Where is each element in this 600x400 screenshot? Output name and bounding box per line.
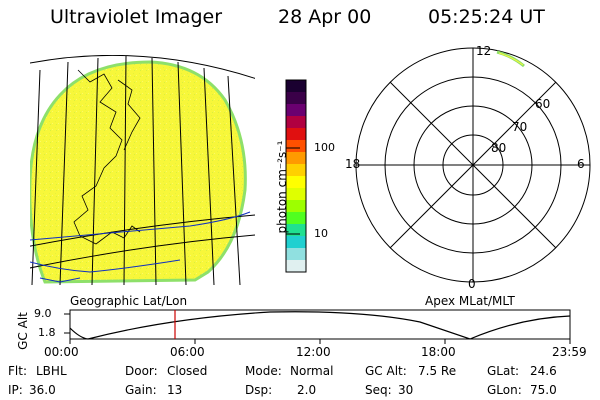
- altitude-y-tick-high: 9.0: [34, 307, 52, 320]
- ip-value: 36.0: [29, 383, 56, 397]
- dsp-value: 2.0: [297, 383, 317, 397]
- colorbar-segment: [286, 260, 306, 273]
- colorbar-segment: [286, 104, 306, 117]
- colorbar-segment: [286, 128, 306, 141]
- mlt-label-6: 6: [577, 157, 585, 171]
- coastline-blue: [30, 211, 251, 283]
- gain-value: 13: [167, 383, 183, 397]
- glat-label: GLat:: [487, 364, 520, 378]
- time-tick-0000: 00:00: [44, 345, 79, 359]
- geo-panel-caption: Geographic Lat/Lon: [70, 294, 188, 308]
- observation-date: 28 Apr 00: [278, 6, 372, 28]
- colorbar-segment: [286, 80, 306, 93]
- time-tick-1200: 12:00: [296, 345, 331, 359]
- ip-label: IP:: [8, 383, 23, 397]
- gain-label: Gain:: [125, 383, 157, 397]
- coastline: [73, 69, 141, 245]
- instrument-title: Ultraviolet Imager: [50, 6, 223, 28]
- polar-plot: [355, 47, 591, 283]
- time-tick-1800: 18:00: [421, 345, 456, 359]
- colorbar-segment: [286, 212, 306, 225]
- door-value: Closed: [167, 364, 208, 378]
- colorbar-segment: [286, 116, 306, 129]
- altitude-y-tick-low: 1.8: [38, 326, 56, 339]
- colorbar-segment: [286, 176, 306, 189]
- gcalt-label: GC Alt:: [365, 364, 407, 378]
- colorbar-tick-label-10: 10: [314, 227, 328, 240]
- flt-label: Flt:: [8, 364, 27, 378]
- colorbar-tick-label-100: 100: [314, 141, 335, 154]
- colorbar-segment: [286, 224, 306, 237]
- colorbar: [285, 79, 307, 273]
- colorbar-segment: [286, 92, 306, 105]
- mode-label: Mode:: [245, 364, 282, 378]
- seq-value: 30: [398, 383, 414, 397]
- colorbar-segment: [286, 152, 306, 165]
- colorbar-label: photon cm⁻²s⁻¹: [275, 140, 289, 234]
- time-tick-0600: 06:00: [170, 345, 205, 359]
- colorbar-segment: [286, 236, 306, 249]
- altitude-curve: [69, 311, 571, 340]
- colorbar-border: [285, 79, 307, 273]
- colorbar-segment: [286, 200, 306, 213]
- dsp-label: Dsp:: [245, 383, 273, 397]
- mlt-label-12: 12: [476, 44, 492, 58]
- observation-time: 05:25:24 UT: [428, 6, 545, 28]
- longitude-grid: [31, 55, 241, 285]
- polar-panel-caption: Apex MLat/MLT: [425, 294, 515, 308]
- time-tick-2359: 23:59: [552, 345, 587, 359]
- mlt-label-0: 0: [468, 277, 476, 291]
- mode-value: Normal: [290, 364, 334, 378]
- gcalt-value: 7.5 Re: [418, 364, 457, 378]
- seq-label: Seq:: [365, 383, 392, 397]
- colorbar-segment: [286, 164, 306, 177]
- colorbar-segment: [286, 140, 306, 153]
- latitude-grid: [30, 55, 255, 269]
- altitude-axis-label: GC Alt: [15, 312, 30, 350]
- mlt-label-18: 18: [345, 157, 361, 171]
- door-label: Door:: [125, 364, 158, 378]
- polar-diagonal-2: [389, 81, 557, 249]
- earth-disk: [30, 60, 247, 284]
- glon-label: GLon:: [487, 383, 522, 397]
- mlat-label-60: 60: [535, 97, 551, 111]
- mlat-label-80: 80: [491, 141, 507, 155]
- colorbar-segment: [286, 248, 306, 261]
- glon-value: 75.0: [530, 383, 557, 397]
- flt-value: LBHL: [36, 364, 67, 378]
- mlat-label-70: 70: [512, 120, 528, 134]
- altitude-x-ticks: [69, 339, 571, 344]
- colorbar-segment: [286, 188, 306, 201]
- altitude-plot-frame: [69, 309, 571, 340]
- glat-value: 24.6: [530, 364, 557, 378]
